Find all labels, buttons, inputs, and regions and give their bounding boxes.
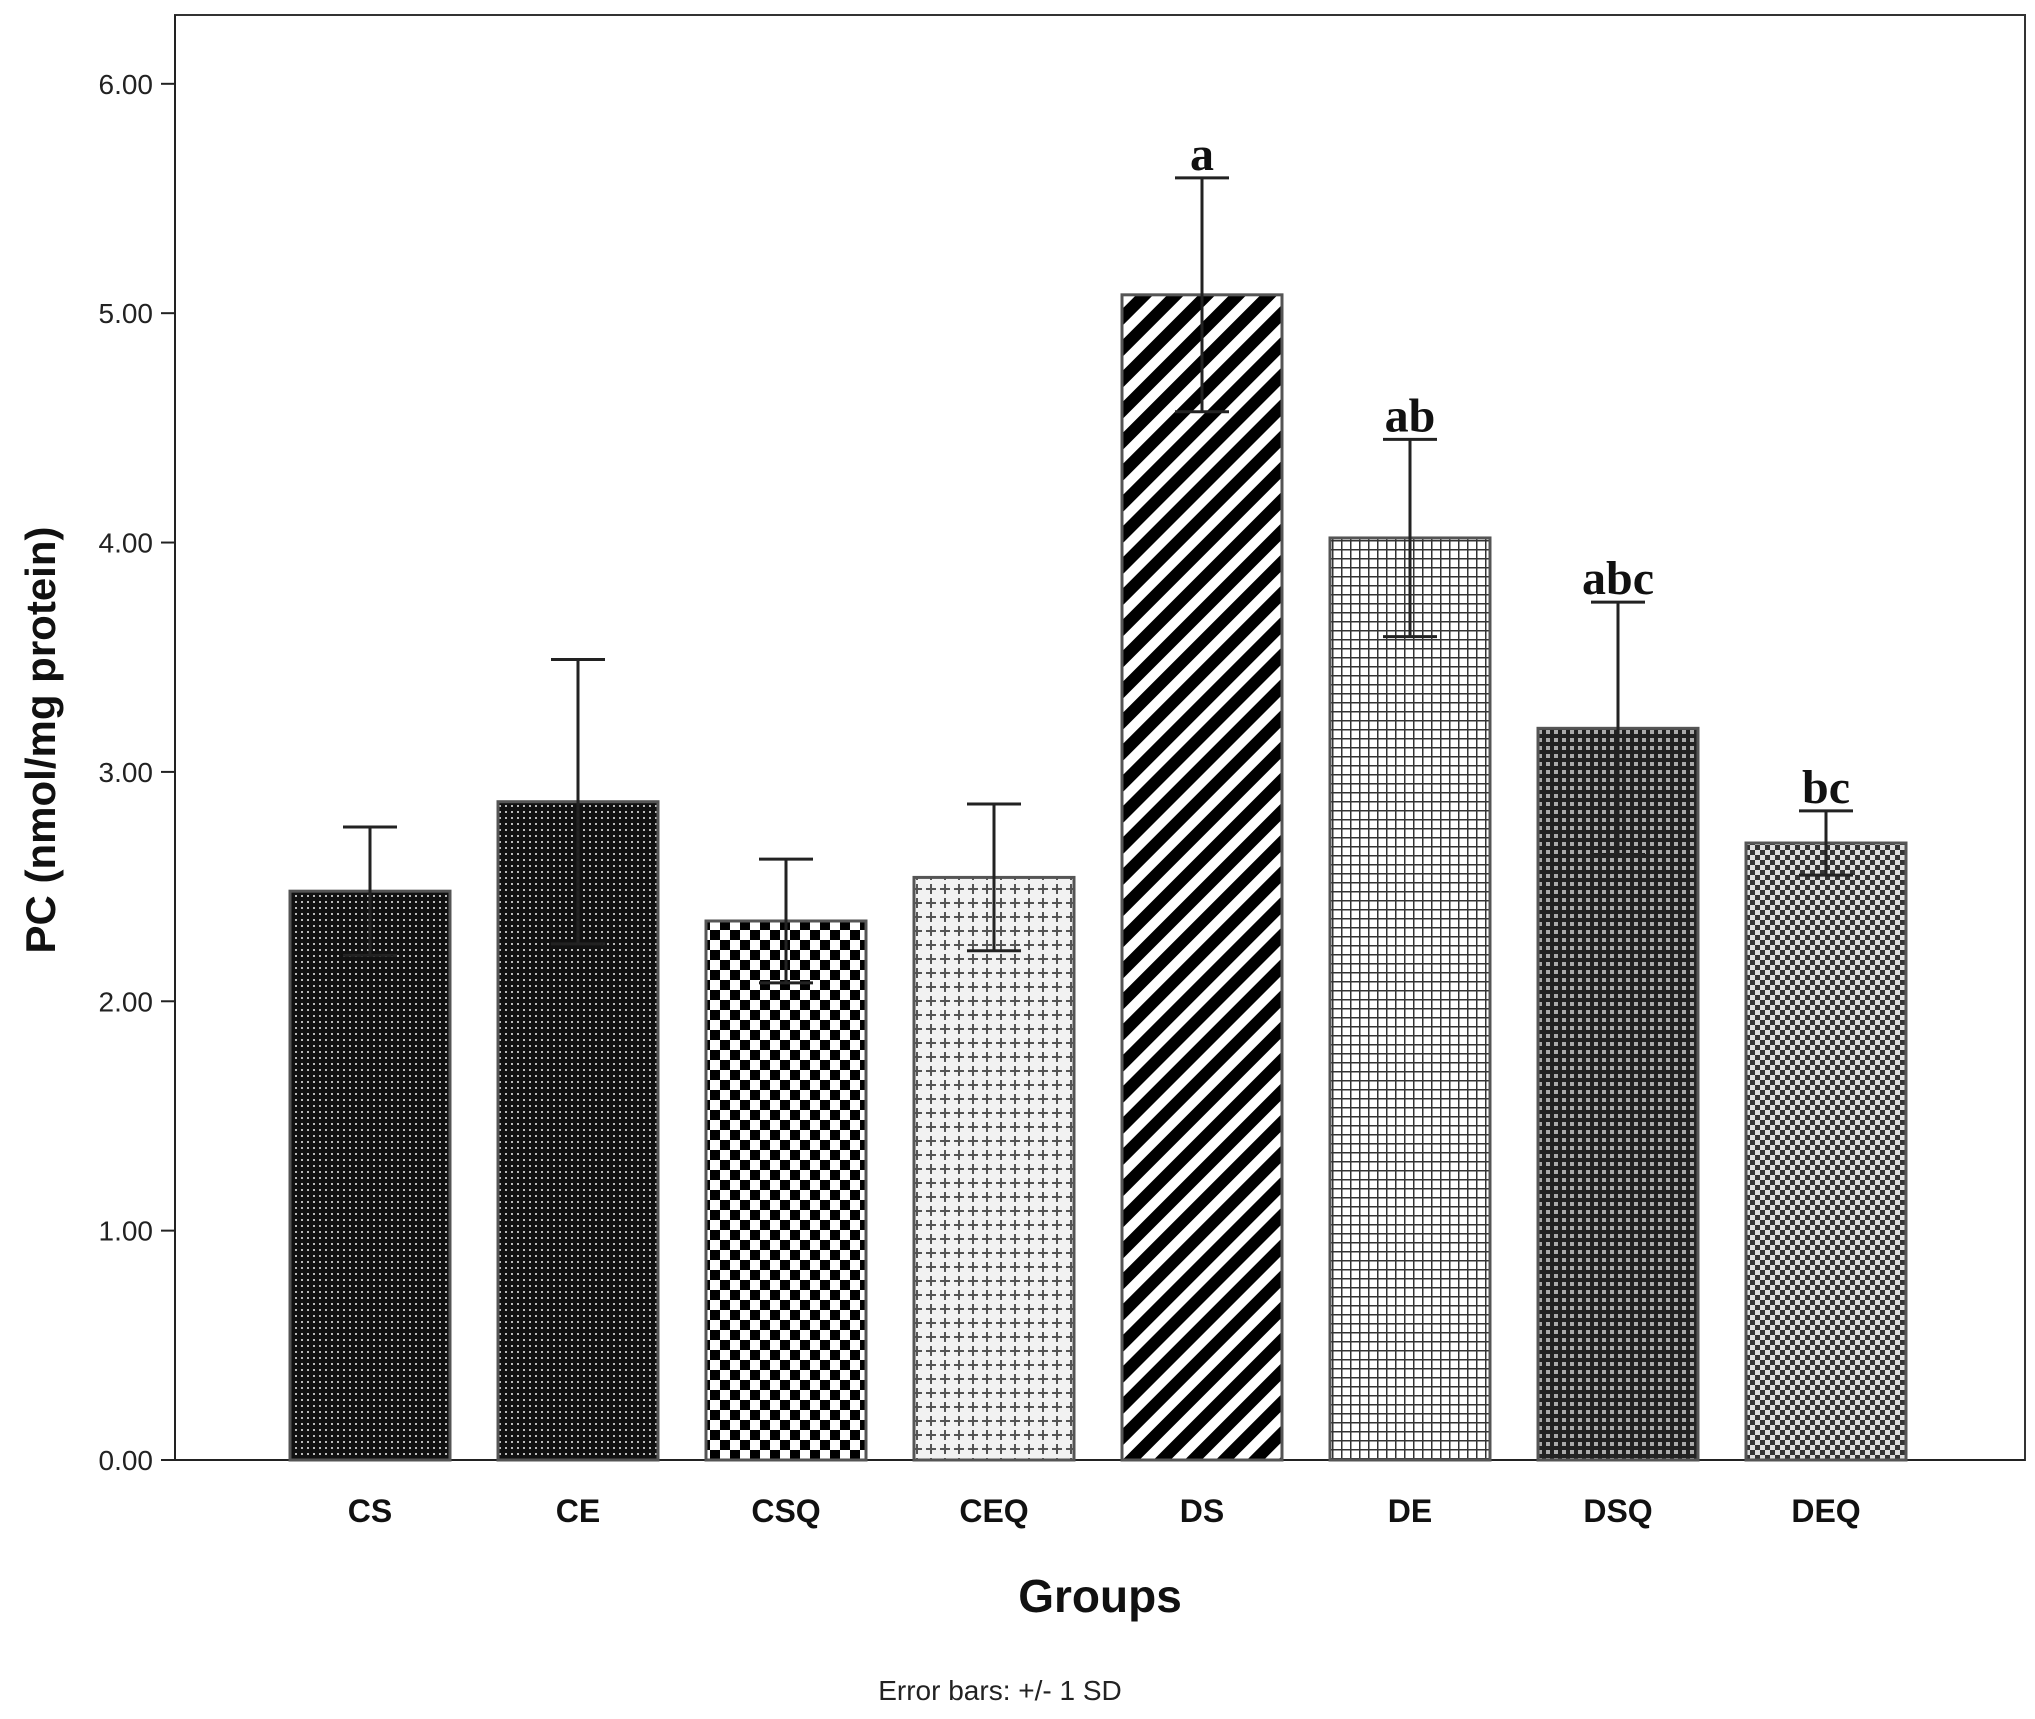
significance-labels-group: a ab abc bc xyxy=(1190,128,1850,814)
x-tick-label-csq: CSQ xyxy=(751,1493,820,1529)
bars-group xyxy=(288,293,1908,1462)
y-tick-label: 2.00 xyxy=(99,986,154,1017)
x-tick-label-dsq: DSQ xyxy=(1583,1493,1652,1529)
x-tick-label-ceq: CEQ xyxy=(959,1493,1028,1529)
footnote: Error bars: +/- 1 SD xyxy=(878,1675,1122,1706)
y-tick-label: 4.00 xyxy=(99,528,154,559)
y-tick-label: 0.00 xyxy=(99,1445,154,1476)
bar-de xyxy=(1328,536,1492,1462)
x-tick-label-ds: DS xyxy=(1180,1493,1224,1529)
x-tick-label-ce: CE xyxy=(556,1493,600,1529)
significance-label-de: ab xyxy=(1385,389,1436,442)
significance-label-deq: bc xyxy=(1802,761,1850,814)
x-tick-label-deq: DEQ xyxy=(1791,1493,1860,1529)
bar-ceq xyxy=(912,875,1076,1462)
significance-label-ds: a xyxy=(1190,128,1214,181)
y-axis-title: PC (nmol/mg protein) xyxy=(17,527,64,954)
bar-cs xyxy=(288,889,452,1462)
bar-deq xyxy=(1744,841,1908,1462)
y-tick-label: 6.00 xyxy=(99,69,154,100)
x-axis-title: Groups xyxy=(1018,1570,1182,1622)
y-tick-label: 1.00 xyxy=(99,1216,154,1247)
x-tick-label-de: DE xyxy=(1388,1493,1432,1529)
y-tick-label: 5.00 xyxy=(99,298,154,329)
x-axis-tick-labels: CS CE CSQ CEQ DS DE DSQ DEQ xyxy=(348,1493,1861,1529)
x-tick-label-cs: CS xyxy=(348,1493,392,1529)
bar-ds xyxy=(1120,293,1284,1462)
y-tick-label: 3.00 xyxy=(99,757,154,788)
error-bars-group xyxy=(343,176,1853,985)
significance-label-dsq: abc xyxy=(1582,552,1654,605)
y-axis-ticks: 0.00 1.00 2.00 3.00 4.00 5.00 6.00 xyxy=(99,69,175,1476)
bar-csq xyxy=(704,919,868,1462)
